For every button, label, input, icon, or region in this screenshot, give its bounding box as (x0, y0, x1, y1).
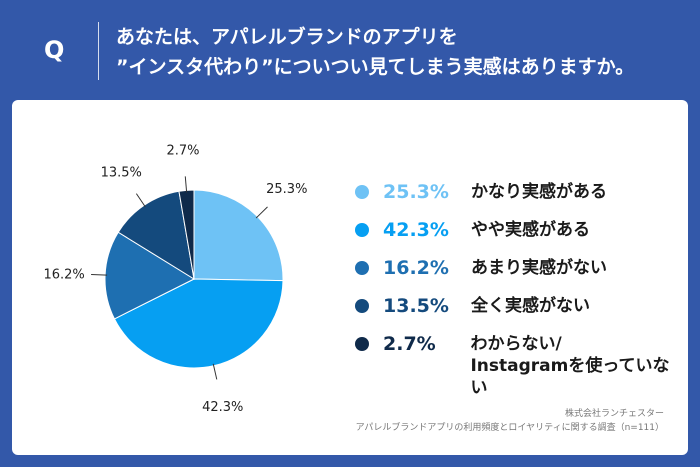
question-line-1: あなたは、アパレルブランドのアプリを (116, 26, 458, 48)
slice-value-label-1: 25.3% (266, 182, 307, 197)
legend-item-5: 2.7% わからない/ Instagramを使っていない (355, 330, 685, 398)
chart-panel: 25.3% 42.3% 16.2% 13.5% 2.7% 25.3% かなり実感がある … (12, 100, 688, 455)
question-label: Q (44, 36, 65, 64)
question-line-2: ”インスタ代わり”についつい見てしまう実感はありますか。 (116, 56, 635, 78)
legend-swatch (355, 261, 369, 275)
legend-value: 42.3% (383, 219, 449, 241)
legend-label: わからない/ Instagramを使っていない (470, 330, 685, 399)
legend-swatch (355, 337, 369, 351)
pie-chart: 25.3% 42.3% 16.2% 13.5% 2.7% (43, 143, 307, 415)
source-note: 株式会社ランチェスター アパレルブランドアプリの利用頻度とロイヤリティに関する調… (356, 407, 664, 435)
legend-value: 25.3% (383, 181, 449, 203)
legend-swatch (355, 185, 369, 199)
leader-line-2 (212, 363, 218, 380)
legend-swatch (355, 299, 369, 313)
slice-value-label-4: 13.5% (101, 165, 142, 180)
legend-value: 13.5% (383, 295, 449, 317)
leader-line-1 (255, 206, 268, 219)
leader-line-5 (184, 176, 188, 193)
question-text: あなたは、アパレルブランドのアプリを ”インスタ代わり”についつい見てしまう実感… (116, 22, 686, 82)
legend-swatch (355, 223, 369, 237)
legend-value: 16.2% (383, 257, 449, 279)
source-company: 株式会社ランチェスター (564, 409, 664, 419)
slice-value-label-2: 42.3% (202, 400, 243, 415)
slice-value-label-3: 16.2% (43, 267, 84, 282)
legend-item-4: 13.5% 全く実感がない (355, 292, 685, 330)
legend-item-3: 16.2% あまり実感がない (355, 254, 685, 292)
slice-value-label-5: 2.7% (166, 143, 199, 158)
legend-label: あまり実感がない (471, 258, 607, 278)
legend-label: やや実感がある (471, 220, 590, 240)
legend-label: 全く実感がない (471, 296, 590, 316)
legend-label-line-1: わからない/ (470, 334, 562, 354)
question-header: Q あなたは、アパレルブランドのアプリを ”インスタ代わり”についつい見てしまう… (0, 0, 700, 100)
legend-value: 2.7% (383, 333, 436, 355)
legend: 25.3% かなり実感がある 42.3% やや実感がある 16.2% あまり実感… (355, 178, 685, 398)
legend-item-2: 42.3% やや実感がある (355, 216, 685, 254)
header-divider (98, 22, 99, 80)
leader-line-3 (91, 273, 108, 276)
legend-label: かなり実感がある (471, 182, 607, 202)
leader-line-4 (135, 193, 146, 208)
legend-item-1: 25.3% かなり実感がある (355, 178, 685, 216)
legend-label-line-2: Instagramを使っていない (470, 356, 670, 398)
source-survey: アパレルブランドアプリの利用頻度とロイヤリティに関する調査（n=111） (355, 423, 664, 433)
pie-slice-1 (193, 189, 284, 282)
